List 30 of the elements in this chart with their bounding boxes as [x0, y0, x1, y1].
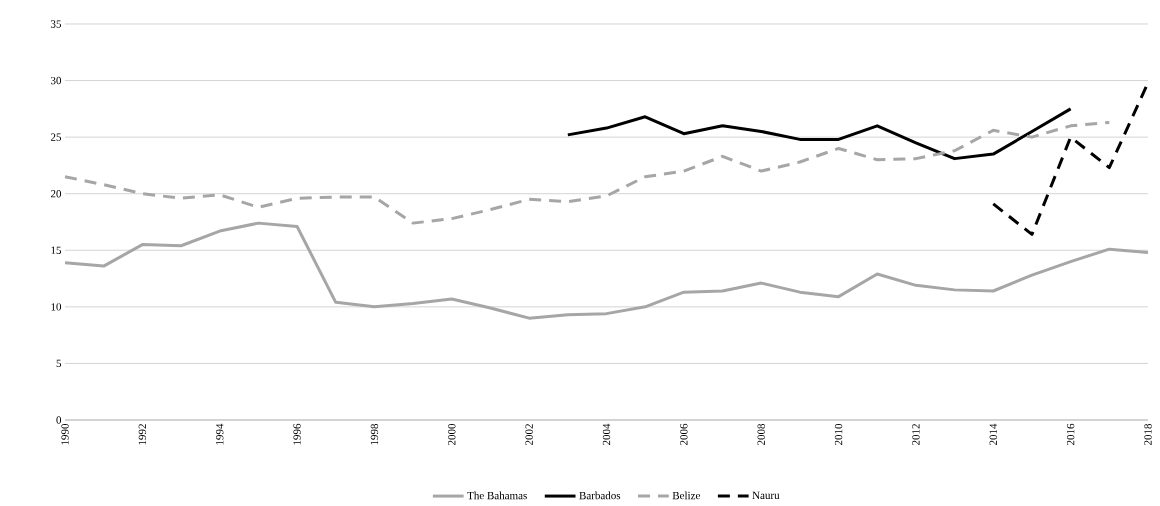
- x-tick-label: 2004: [602, 423, 611, 446]
- x-tick-label: 2000: [448, 423, 456, 446]
- legend-label: Barbados: [579, 491, 621, 500]
- line-series: [63, 221, 1150, 320]
- x-tick-label: 2006: [680, 423, 688, 446]
- legend-label: The Bahamas: [467, 491, 527, 500]
- line-series: [63, 120, 1111, 225]
- x-tick-label: 1996: [293, 423, 301, 445]
- legend-label: Nauru: [752, 491, 780, 500]
- x-tick-label: 1990: [61, 423, 69, 445]
- x-tick-label: 2012: [912, 424, 920, 446]
- x-tick-label: 1994: [216, 423, 224, 445]
- y-tick-label: 5: [56, 359, 62, 368]
- y-tick-label: 35: [51, 20, 62, 28]
- line-series: [566, 107, 1073, 161]
- y-tick-label: 30: [51, 76, 62, 85]
- y-tick-label: 10: [51, 303, 62, 311]
- x-tick-label: 2018: [1144, 423, 1152, 446]
- y-tick-label: 15: [51, 246, 62, 254]
- x-tick-label: 1992: [138, 424, 147, 445]
- y-tick-label: 20: [50, 190, 62, 198]
- x-tick-label: 2014: [989, 423, 997, 446]
- x-tick-label: 1998: [370, 423, 379, 445]
- x-tick-label: 2008: [757, 423, 765, 446]
- y-tick-label: 25: [50, 133, 62, 141]
- legend-label: Belize: [672, 491, 701, 500]
- x-tick-label: 2016: [1066, 423, 1075, 446]
- x-tick-label: 2002: [525, 424, 533, 446]
- y-tick-label: 0: [56, 416, 62, 424]
- x-tick-label: 2010: [834, 423, 843, 446]
